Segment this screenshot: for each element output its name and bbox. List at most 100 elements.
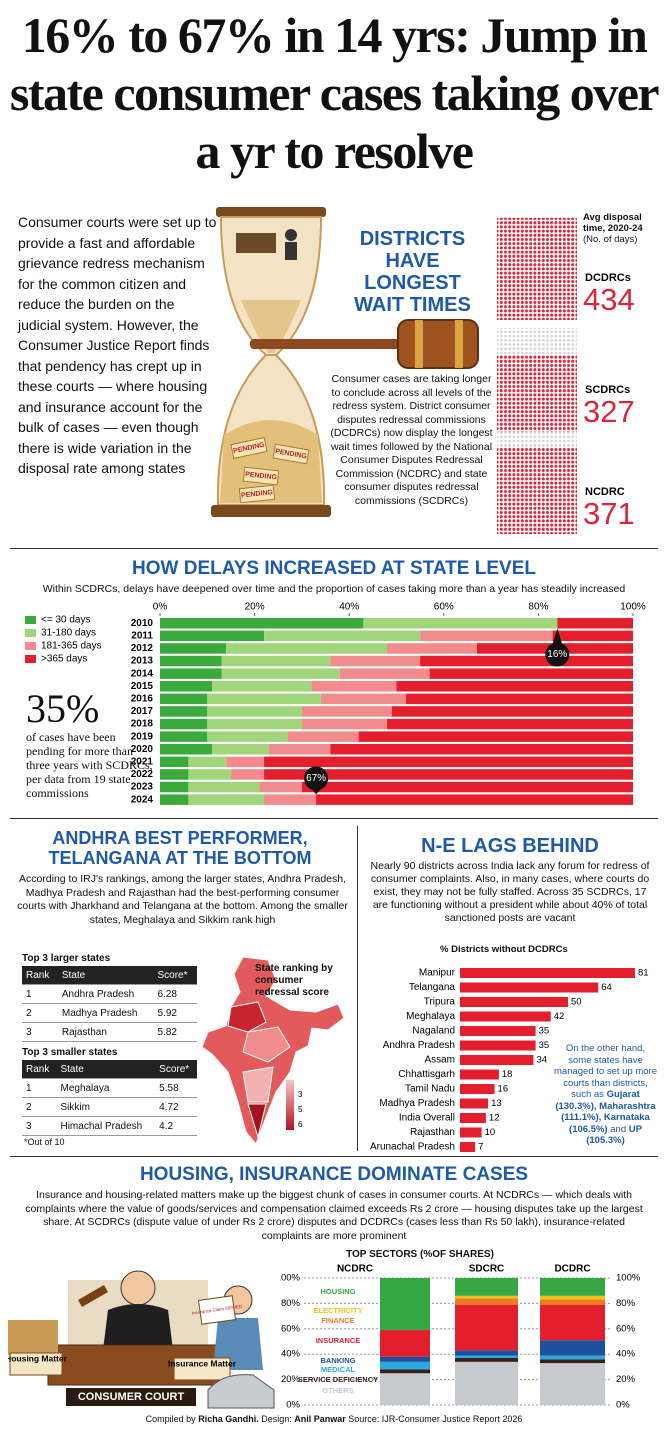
callout-pointer (552, 628, 563, 645)
y-tick-label: 60% (616, 1323, 636, 1334)
credit-name: Richa Gandhi. (198, 1414, 259, 1424)
value-label: 34 (536, 1055, 547, 1066)
bar (460, 1055, 534, 1065)
bar-segment (160, 681, 213, 692)
legend-label: 5 (298, 1105, 303, 1114)
column-header: Score* (155, 1060, 197, 1079)
sign (9, 1352, 63, 1376)
y-tick-label: 60% (281, 1323, 301, 1334)
column-segment (540, 1299, 605, 1305)
value-label: 18 (502, 1069, 513, 1080)
table-cell: Sikkim (56, 1097, 156, 1117)
bar-segment (221, 668, 340, 679)
column-segment (455, 1355, 518, 1359)
column-segment (540, 1295, 605, 1300)
table-cell: 4.2 (155, 1116, 197, 1136)
bar-segment (160, 744, 213, 755)
map-region (247, 1103, 267, 1139)
note-text: Gujarat (130.3%), (555, 1089, 640, 1112)
column-segment (380, 1278, 430, 1331)
value-label: 327 (583, 394, 635, 429)
bar-segment (160, 769, 189, 780)
table-cell: 1 (22, 984, 58, 1004)
table-row: 1 Andhra Pradesh 6.28 (22, 984, 197, 1004)
y-tick-label: 80% (616, 1298, 636, 1309)
ranking-table: Rank State Score* 1 Meghalaya 5.58 2 Sikkim 4.72… (22, 1060, 197, 1136)
hourglass-base (211, 505, 331, 517)
x-tick-label: 40% (339, 602, 359, 613)
bar (460, 968, 635, 978)
legend-swatch (25, 629, 36, 637)
gavel-illustration (250, 319, 479, 369)
section-text: Consumer cases are taking longer to conc… (330, 373, 493, 507)
credit-text: Source: IJR-Consumer Justice Report 2026 (348, 1414, 523, 1424)
intro-text: Consumer courts were set up to provide a… (18, 214, 217, 476)
court-illustration: Housing Matter Insurance Claim DENIED In… (8, 1270, 275, 1409)
category-label: NCDRC (337, 1264, 373, 1275)
note-card (197, 1295, 237, 1325)
bar-segment (557, 618, 633, 629)
bar-segment (188, 769, 231, 780)
paper-label: PENDING (241, 489, 274, 499)
legend-swatch (25, 655, 36, 663)
car (207, 1374, 275, 1409)
bar-segment (330, 744, 633, 755)
bar-segment (160, 655, 222, 667)
x-tick-label: 80% (528, 602, 548, 613)
desk (236, 233, 276, 253)
bar-segment (301, 781, 633, 793)
legend-label: ELECTRICITY (313, 1306, 362, 1315)
category-label: Manipur (419, 968, 456, 979)
bar (460, 982, 599, 993)
sign (173, 1357, 231, 1381)
x-tick-label: 60% (434, 602, 454, 613)
column-header: State (56, 1060, 156, 1079)
map-title: State ranking by consumer redressal scor… (255, 963, 333, 998)
category-label: Assam (424, 1055, 455, 1066)
bar-segment (264, 794, 317, 805)
gavel-band (455, 320, 463, 368)
value-label: 35 (539, 1040, 550, 1051)
y-tick-label: 2010 (131, 618, 154, 629)
y-tick-label: 20% (616, 1374, 636, 1385)
section-title: HOUSING, INSURANCE DOMINATE CASES (139, 1164, 529, 1185)
bar-segment (212, 744, 269, 755)
category-label: DCDRCs (585, 272, 631, 284)
y-tick-label: 2012 (131, 643, 154, 654)
bar-segment (188, 781, 260, 793)
y-tick-label: 2013 (131, 656, 154, 667)
table-cell: 6.28 (153, 984, 197, 1004)
bar-segment (363, 618, 558, 629)
table-cell: 2 (22, 1003, 58, 1023)
category-label: DCDRC (554, 1264, 590, 1275)
bar-segment (160, 781, 189, 793)
bar-segment (188, 794, 265, 805)
chart-title: Avg disposal time, 2020-24 (No. of days) (583, 212, 663, 245)
table-cell: 5.82 (153, 1022, 197, 1042)
gavel-head (397, 319, 479, 369)
map-region (227, 1001, 267, 1033)
bar-segment (226, 756, 265, 768)
divider (10, 1156, 658, 1157)
paper (272, 443, 310, 465)
sign-label: Insurance Matter (168, 1358, 237, 1368)
column-segment (455, 1361, 518, 1405)
bar-segment (160, 693, 208, 705)
note-text: Maharashtra (111.1%), Karnataka (106.5%) (561, 1100, 656, 1135)
column-header: State (57, 966, 154, 985)
paper-pile (220, 420, 322, 503)
bar-segment (387, 643, 477, 654)
table-cell: 1 (22, 1078, 57, 1098)
table-cell: Himachal Pradesh (56, 1116, 156, 1136)
callout-bubble (304, 766, 329, 791)
y-tick-label: 0% (286, 1400, 300, 1411)
y-tick-label: 2011 (131, 630, 153, 641)
value-label: 16 (498, 1084, 509, 1095)
y-tick-label: 40% (281, 1349, 301, 1360)
y-tick-label: 2016 (131, 693, 154, 704)
bar-segment (387, 718, 633, 730)
legend-label: 6 (298, 1120, 303, 1129)
section-title: ANDHRA BEST PERFORMER, TELANGANA AT THE … (48, 828, 312, 868)
bar (460, 1113, 486, 1123)
